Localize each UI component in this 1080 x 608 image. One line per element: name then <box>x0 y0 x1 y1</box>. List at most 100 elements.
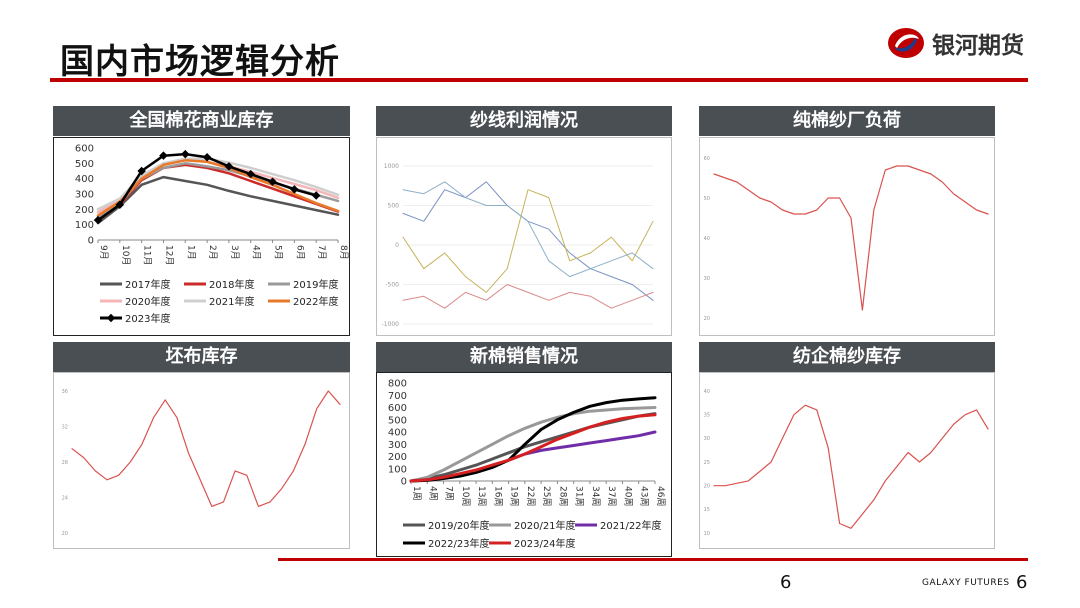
footer-brand: GALAXY FUTURES <box>922 578 1010 588</box>
page-number-right: 6 <box>1016 572 1028 593</box>
chart-yarn-profit-svg: 1000 500 0 -500 -1000 <box>382 163 654 328</box>
legend-label: 2020年度 <box>125 295 170 308</box>
y-tick-label: 600 <box>75 144 94 155</box>
y-tick-label: 15 <box>704 507 710 513</box>
x-tick-label: 11月 <box>142 245 153 265</box>
brand-logo: 银河期货 <box>886 26 1024 60</box>
chart-mill-yarn-inventory: 40 35 30 25 20 15 10 <box>699 372 995 549</box>
galaxy-logo-icon <box>888 28 924 58</box>
y-tick-label: 36 <box>62 389 68 395</box>
x-tick-label: 9月 <box>98 245 109 260</box>
series-point <box>224 162 234 171</box>
chart-mill-load: 60 50 40 30 20 <box>699 137 995 336</box>
y-tick-label: 600 <box>388 403 407 414</box>
legend-label: 2017年度 <box>125 278 170 291</box>
page-number: 6 <box>780 572 792 593</box>
panel-title-mill-load: 纯棉纱厂负荷 <box>699 106 995 136</box>
x-tick-label: 37周 <box>606 486 617 506</box>
x-tick-label: 2月 <box>207 245 218 260</box>
header-divider <box>50 78 1028 82</box>
y-tick-label: 20 <box>704 483 710 489</box>
y-tick-label: 25 <box>704 460 710 466</box>
y-tick-label: 200 <box>388 452 407 463</box>
series-line-2 <box>409 406 657 483</box>
y-tick-label: 0 <box>395 242 399 249</box>
x-tick-label: 25周 <box>541 486 552 506</box>
chart-yarn-profit: 1000 500 0 -500 -1000 <box>376 137 672 336</box>
y-tick-label: 100 <box>388 464 407 475</box>
x-tick-label: 12月 <box>163 245 174 265</box>
y-tick-label: -1000 <box>382 321 400 328</box>
legend-label: 2022年度 <box>293 295 338 308</box>
y-tick-label: 20 <box>62 531 68 537</box>
legend-marker <box>106 313 116 323</box>
x-tick-label: 4周 <box>427 486 438 501</box>
series-point <box>290 185 299 194</box>
y-tick-label: 10 <box>704 531 710 537</box>
series-point <box>311 191 321 200</box>
x-tick-label: 1月 <box>185 245 196 260</box>
x-tick-label: 16周 <box>492 486 503 506</box>
legend-label: 2019/20年度 <box>428 519 490 532</box>
x-tick-label: 46周 <box>655 486 666 506</box>
y-tick-label: 200 <box>75 205 94 216</box>
x-tick-label: 43周 <box>639 486 650 506</box>
y-tick-label: 100 <box>75 220 94 231</box>
x-tick-label: 13周 <box>476 486 487 506</box>
x-tick-label: 10月 <box>120 245 131 265</box>
x-tick-label: 19周 <box>509 486 520 506</box>
x-tick-label: 40周 <box>622 486 633 506</box>
y-tick-label: 40 <box>704 236 710 242</box>
chart-cotton-inventory: 0 100 200 300 400 500 600 9月 10月 11月 12月 1月 2月 3月 4月 5月… <box>53 137 350 336</box>
series-line-7 <box>96 152 318 222</box>
y-tick-label: 500 <box>75 159 94 170</box>
legend-label: 2023/24年度 <box>514 537 576 550</box>
panel-title-grey-cloth: 坯布库存 <box>53 342 350 372</box>
x-tick-label: 7周 <box>444 486 455 501</box>
series-line-1 <box>96 175 340 225</box>
chart-new-cotton-sales: 0 100 200 300 400 500 600 700 800 1周 4周 7周 10周 13周 16周… <box>376 372 672 557</box>
panel-title-cotton-inventory: 全国棉花商业库存 <box>53 106 350 136</box>
y-tick-label: -500 <box>385 282 399 289</box>
y-tick-label: 50 <box>704 196 710 202</box>
legend-label: 2018年度 <box>209 278 254 291</box>
series-line-5 <box>409 413 657 483</box>
series-line-4 <box>402 284 654 309</box>
series-line-4 <box>409 396 657 483</box>
y-tick-label: 28 <box>62 460 68 466</box>
series-line-1 <box>713 165 989 311</box>
series-line-1 <box>71 390 341 507</box>
panel-title-yarn-profit: 纱线利润情况 <box>376 106 672 136</box>
legend-label: 2020/21年度 <box>514 519 576 532</box>
y-tick-label: 400 <box>75 174 94 185</box>
legend-label: 2021年度 <box>209 295 254 308</box>
y-tick-label: 60 <box>704 156 710 162</box>
series-line-3 <box>402 181 654 278</box>
x-tick-label: 1周 <box>411 486 422 501</box>
legend-label: 2023年度 <box>125 312 170 325</box>
y-tick-label: 32 <box>62 424 68 430</box>
series-point <box>115 200 125 209</box>
y-tick-label: 400 <box>388 428 407 439</box>
legend-label: 2022/23年度 <box>428 537 490 550</box>
x-tick-label: 31周 <box>574 486 585 506</box>
y-tick-label: 1000 <box>384 163 399 170</box>
series-line-6 <box>96 159 340 217</box>
y-tick-label: 30 <box>704 276 710 282</box>
y-tick-label: 300 <box>75 190 94 201</box>
series-line-1 <box>402 181 654 301</box>
chart-grey-cloth: 36 32 28 24 20 <box>53 372 350 549</box>
y-tick-label: 500 <box>388 415 407 426</box>
chart-grey-cloth-svg: 36 32 28 24 20 <box>62 389 341 537</box>
chart-mill-load-svg: 60 50 40 30 20 <box>704 156 989 322</box>
page-title: 国内市场逻辑分析 <box>60 42 340 82</box>
x-tick-label: 5月 <box>273 245 284 260</box>
series-line-1 <box>713 404 989 529</box>
panel-title-mill-yarn-inventory: 纺企棉纱库存 <box>699 342 995 372</box>
x-tick-label: 3月 <box>229 245 240 260</box>
x-tick-label: 22周 <box>525 486 536 506</box>
x-tick-label: 10周 <box>460 486 471 506</box>
chart-mill-yarn-inventory-svg: 40 35 30 25 20 15 10 <box>704 389 989 537</box>
y-tick-label: 300 <box>388 440 407 451</box>
